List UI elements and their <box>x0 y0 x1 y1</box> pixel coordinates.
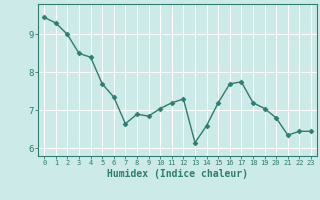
X-axis label: Humidex (Indice chaleur): Humidex (Indice chaleur) <box>107 169 248 179</box>
